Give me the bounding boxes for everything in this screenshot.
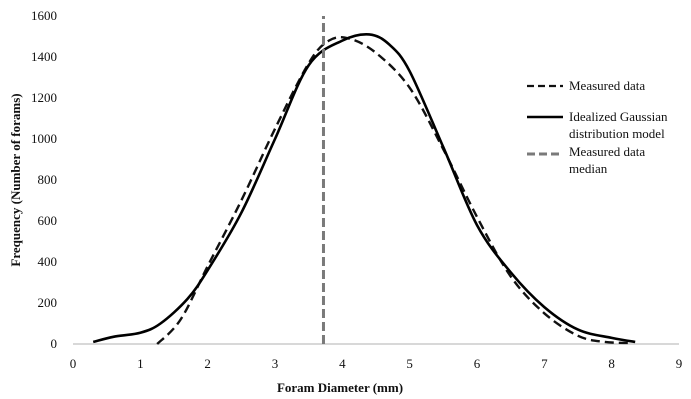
x-tick-label: 6 <box>474 356 481 371</box>
legend-label-median-line2: median <box>569 161 608 176</box>
y-tick-label: 400 <box>38 254 58 269</box>
y-tick-label: 800 <box>38 172 58 187</box>
y-tick-label: 0 <box>51 336 58 351</box>
series-layer <box>92 16 636 345</box>
y-tick-label: 1200 <box>31 90 57 105</box>
x-tick-label: 9 <box>676 356 683 371</box>
legend-label-gaussian-line2: distribution model <box>569 126 665 141</box>
legend-label-median-line1: Measured data <box>569 144 645 159</box>
x-axis-title: Foram Diameter (mm) <box>277 380 403 395</box>
legend-label-gaussian-line1: Idealized Gaussian <box>569 109 668 124</box>
x-tick-label: 5 <box>406 356 413 371</box>
legend: Measured data Idealized Gaussian distrib… <box>527 78 668 176</box>
y-tick-label: 1000 <box>31 131 57 146</box>
y-tick-label: 200 <box>38 295 58 310</box>
measured-series-line <box>156 36 632 345</box>
y-tick-label: 600 <box>38 213 58 228</box>
y-tick-label: 1600 <box>31 8 57 23</box>
x-tick-label: 0 <box>70 356 77 371</box>
gaussian-series-line <box>92 32 636 344</box>
y-axis-title: Frequency (Number of forams) <box>8 93 23 266</box>
x-tick-label: 3 <box>272 356 279 371</box>
x-tick-label: 4 <box>339 356 346 371</box>
axes: 0 1 2 3 4 5 6 7 8 9 0 200 400 600 800 1000 1200 1400 1600 <box>31 8 682 371</box>
y-tick-label: 1400 <box>31 49 57 64</box>
x-tick-label: 2 <box>204 356 211 371</box>
x-tick-label: 1 <box>137 356 144 371</box>
legend-label-measured: Measured data <box>569 78 645 93</box>
x-tick-label: 7 <box>541 356 548 371</box>
x-tick-label: 8 <box>608 356 615 371</box>
